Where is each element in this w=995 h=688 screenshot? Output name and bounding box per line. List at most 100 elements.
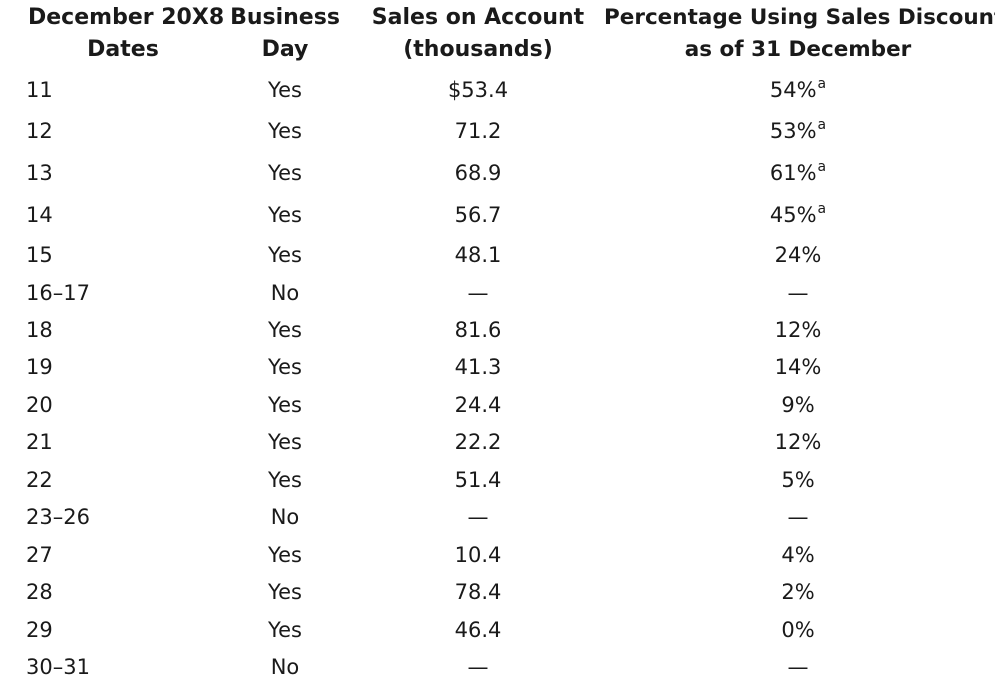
business-day-cell-text: Yes (268, 78, 302, 102)
percentage-cell-text: 9% (781, 393, 815, 417)
business-day-cell-text: Yes (268, 243, 302, 267)
percentage-cell: 5% (738, 467, 858, 493)
business-day-cell-text: Yes (268, 468, 302, 492)
header-business-day: Business Day (225, 2, 345, 66)
date-cell-text: 11 (26, 78, 53, 102)
sales-cell-text: — (467, 505, 489, 529)
sales-cell: — (418, 654, 538, 680)
sales-cell: — (418, 504, 538, 530)
business-day-cell-text: Yes (268, 543, 302, 567)
sales-cell-text: — (467, 281, 489, 305)
percentage-cell-text: — (787, 655, 809, 679)
date-cell-text: 29 (26, 618, 53, 642)
percentage-cell: 24% (738, 242, 858, 268)
header-dates-line2: Dates (87, 37, 159, 62)
business-day-cell: Yes (225, 579, 345, 605)
date-cell-text: 13 (26, 161, 53, 185)
percentage-cell-text: — (787, 281, 809, 305)
sales-cell-text: 46.4 (454, 618, 502, 642)
business-day-cell: Yes (225, 354, 345, 380)
percentage-cell-text: 12% (774, 430, 822, 454)
date-cell: 28 (26, 579, 53, 605)
sales-cell-text: 81.6 (454, 318, 502, 342)
percentage-cell: 12% (738, 429, 858, 455)
date-cell: 11 (26, 77, 53, 103)
date-cell-text: 19 (26, 355, 53, 379)
business-day-cell-text: Yes (268, 430, 302, 454)
date-cell: 19 (26, 354, 53, 380)
business-day-cell-text: Yes (268, 161, 302, 185)
business-day-cell: No (225, 280, 345, 306)
date-cell-text: 16–17 (26, 281, 90, 305)
business-day-cell-text: Yes (268, 393, 302, 417)
business-day-cell: No (225, 654, 345, 680)
business-day-cell: Yes (225, 77, 345, 103)
date-cell-text: 21 (26, 430, 53, 454)
date-cell-text: 30–31 (26, 655, 90, 679)
date-cell: 30–31 (26, 654, 90, 680)
business-day-cell-text: Yes (268, 119, 302, 143)
business-day-cell: Yes (225, 202, 345, 228)
header-pct-line2: as of 31 December (684, 37, 912, 62)
percentage-cell-text: 14% (774, 355, 822, 379)
header-business-line2: Day (261, 37, 309, 62)
business-day-cell: No (225, 504, 345, 530)
percentage-cell-text: 61% (769, 161, 817, 185)
percentage-cell: — (738, 654, 858, 680)
percentage-cell: — (738, 280, 858, 306)
footnote-marker: a (817, 117, 827, 133)
date-cell: 12 (26, 118, 53, 144)
date-cell: 21 (26, 429, 53, 455)
sales-cell-text: 71.2 (454, 119, 502, 143)
header-sales-on-account: Sales on Account (thousands) (368, 2, 588, 66)
footnote-marker: a (817, 76, 827, 92)
sales-cell-text: 24.4 (454, 393, 502, 417)
business-day-cell-text: Yes (268, 580, 302, 604)
business-day-cell-text: Yes (268, 355, 302, 379)
sales-cell-text: 78.4 (454, 580, 502, 604)
percentage-cell: 2% (738, 579, 858, 605)
sales-cell: 51.4 (418, 467, 538, 493)
date-cell: 29 (26, 617, 53, 643)
sales-cell: 68.9 (418, 160, 538, 186)
header-dates: December 20X8 Dates (28, 2, 224, 66)
percentage-cell: 53%a (738, 118, 858, 144)
date-cell-text: 15 (26, 243, 53, 267)
date-cell: 22 (26, 467, 53, 493)
business-day-cell: Yes (225, 467, 345, 493)
business-day-cell: Yes (225, 429, 345, 455)
percentage-cell-text: 2% (781, 580, 815, 604)
business-day-cell-text: Yes (268, 318, 302, 342)
footnote-marker: a (817, 159, 827, 175)
business-day-cell: Yes (225, 160, 345, 186)
date-cell-text: 20 (26, 393, 53, 417)
date-cell: 15 (26, 242, 53, 268)
percentage-cell-text: 0% (781, 618, 815, 642)
percentage-cell-text: 24% (774, 243, 822, 267)
business-day-cell: Yes (225, 242, 345, 268)
business-day-cell: Yes (225, 392, 345, 418)
date-cell: 13 (26, 160, 53, 186)
footnote-marker: a (817, 201, 827, 217)
sales-cell-text: 48.1 (454, 243, 502, 267)
percentage-cell-text: 54% (769, 78, 817, 102)
date-cell: 20 (26, 392, 53, 418)
sales-cell: $53.4 (418, 77, 538, 103)
percentage-cell: — (738, 504, 858, 530)
percentage-cell: 14% (738, 354, 858, 380)
sales-cell: 81.6 (418, 317, 538, 343)
date-cell-text: 12 (26, 119, 53, 143)
date-cell-text: 14 (26, 203, 53, 227)
percentage-cell: 54%a (738, 77, 858, 103)
sales-cell: — (418, 280, 538, 306)
sales-cell-text: 22.2 (454, 430, 502, 454)
business-day-cell-text: No (270, 505, 300, 529)
sales-cell: 71.2 (418, 118, 538, 144)
percentage-cell: 9% (738, 392, 858, 418)
date-cell: 16–17 (26, 280, 90, 306)
sales-cell: 24.4 (418, 392, 538, 418)
percentage-cell-text: 12% (774, 318, 822, 342)
sales-cell: 41.3 (418, 354, 538, 380)
percentage-cell-text: 5% (781, 468, 815, 492)
